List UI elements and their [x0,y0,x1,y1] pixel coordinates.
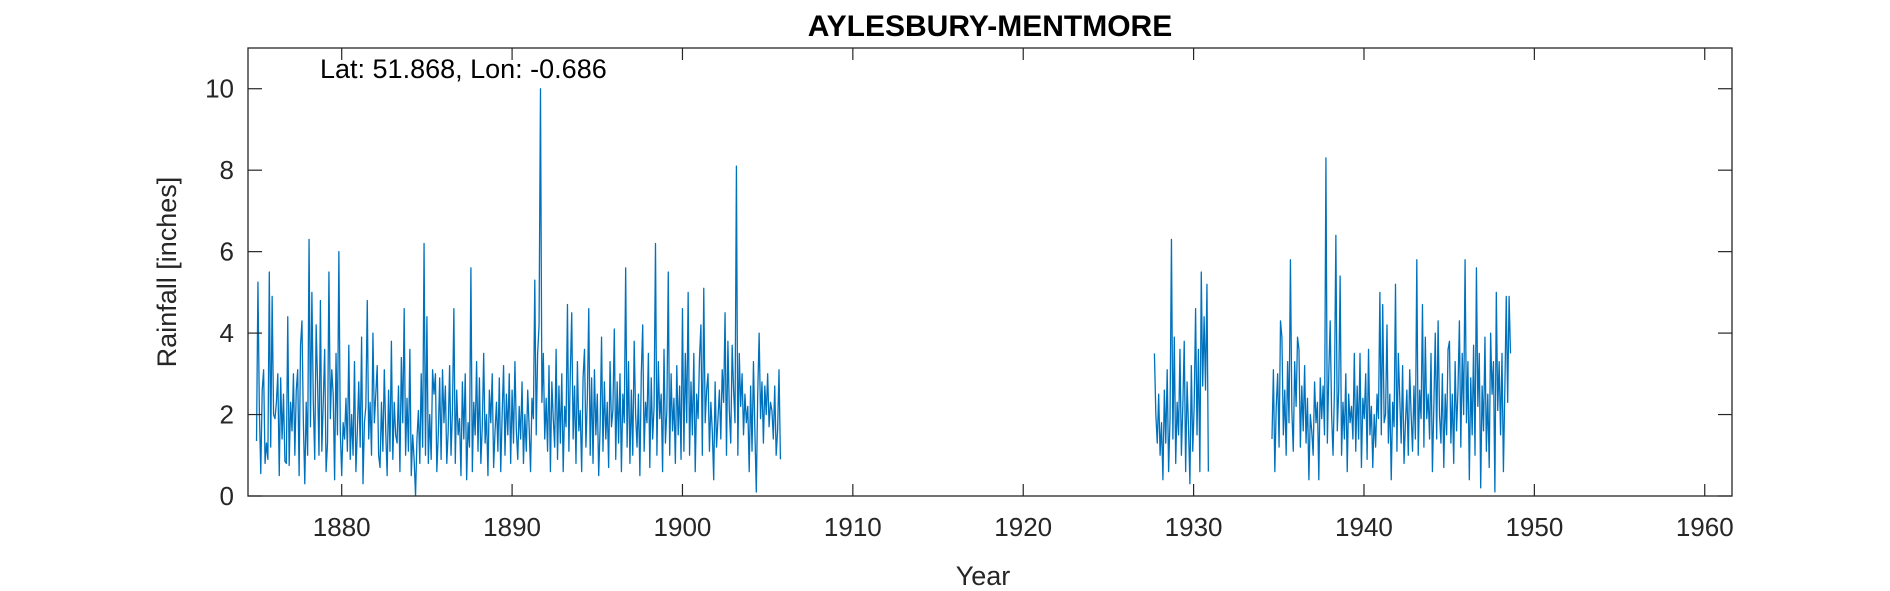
y-tick-label: 6 [220,237,234,267]
rainfall-series-line-segment-2 [1153,238,1210,485]
y-tick-label: 8 [220,155,234,185]
x-tick-label: 1960 [1676,512,1734,542]
x-tick-label: 1880 [313,512,371,542]
y-tick-label: 0 [220,481,234,511]
x-tick-label: 1930 [1165,512,1223,542]
rainfall-series-line-segment-3 [1271,157,1512,493]
y-tick-label: 4 [220,318,234,348]
x-axis-label: Year [956,561,1011,591]
y-tick-label: 2 [220,400,234,430]
x-tick-label: 1950 [1505,512,1563,542]
x-tick-label: 1900 [654,512,712,542]
rainfall-series-line-segment-1 [255,88,782,497]
location-annotation: Lat: 51.868, Lon: -0.686 [320,54,607,84]
y-axis-label: Rainfall [inches] [152,177,182,368]
y-tick-label: 10 [205,74,234,104]
chart-title: AYLESBURY-MENTMORE [808,10,1172,43]
x-tick-label: 1940 [1335,512,1393,542]
x-tick-label: 1890 [483,512,541,542]
tick-layer: 1880 1890 1900 1910 1920 1930 1940 1950 1960 0 2 4 6… [205,48,1734,542]
series-layer [255,88,1512,497]
axes-box [247,47,1733,497]
x-tick-label: 1910 [824,512,882,542]
x-tick-label: 1920 [994,512,1052,542]
